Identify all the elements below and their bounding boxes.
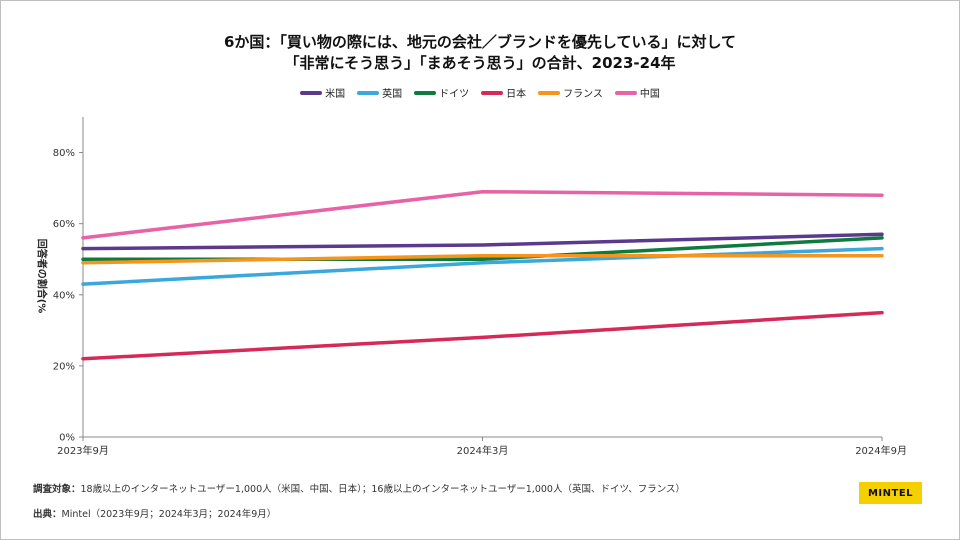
legend-item-3: ドイツ — [414, 85, 469, 100]
chart-legend: 米国 英国 ドイツ 日本 フランス 中国 — [0, 85, 960, 100]
legend-label: 米国 — [325, 89, 346, 100]
footer-source-label: 出典： — [33, 509, 62, 520]
legend-swatch — [414, 90, 437, 95]
x-tick-label: 2023年9月 — [57, 444, 109, 457]
legend-swatch — [481, 90, 504, 95]
brand-logo: MINTEL — [859, 482, 922, 504]
y-tick-label: 80% — [53, 148, 75, 159]
series-line-1 — [81, 232, 884, 251]
legend-swatch — [300, 90, 323, 95]
legend-swatch — [538, 90, 561, 95]
footer-target-text: 18歳以上のインターネットユーザー1,000人（米国、中国、日本）；16歳以上の… — [80, 484, 686, 495]
series-line-6 — [81, 189, 884, 240]
legend-label: 日本 — [506, 89, 527, 100]
legend-swatch — [357, 90, 380, 95]
y-tick-label: 0% — [59, 433, 75, 444]
series-line-4 — [81, 310, 884, 361]
legend-swatch — [614, 90, 637, 95]
x-tick-label: 2024年9月 — [855, 444, 907, 457]
chart-title: 6か国：「買い物の際には、地元の会社／ブランドを優先している」に対して 「非常に… — [0, 32, 960, 74]
legend-label: 中国 — [639, 89, 660, 100]
y-tick-label: 60% — [53, 219, 75, 230]
y-tick-label: 40% — [53, 290, 75, 301]
legend-item-6: 中国 — [614, 85, 660, 100]
footer-target-label: 調査対象： — [33, 484, 81, 495]
x-tick-label: 2024年3月 — [457, 444, 509, 457]
chart-title-line-2: 「非常にそう思う」「まあそう思う」の合計、2023-24年 — [284, 54, 676, 72]
footer-source: 出典：Mintel（2023年9月；2024年3月；2024年9月） — [33, 506, 276, 520]
y-tick-label: 20% — [53, 361, 75, 372]
legend-label: フランス — [563, 89, 603, 100]
footer-source-text: Mintel（2023年9月；2024年3月；2024年9月） — [61, 509, 277, 520]
legend-item-4: 日本 — [481, 85, 526, 100]
legend-item-1: 米国 — [300, 85, 345, 100]
legend-label: 英国 — [382, 89, 403, 100]
legend-label: ドイツ — [439, 89, 470, 100]
footer-target: 調査対象：18歳以上のインターネットユーザー1,000人（米国、中国、日本）；1… — [33, 481, 685, 495]
legend-item-5: フランス — [538, 85, 603, 100]
series-line-5 — [81, 253, 884, 265]
legend-item-2: 英国 — [357, 85, 402, 100]
chart-title-line-1: 6か国：「買い物の際には、地元の会社／ブランドを優先している」に対して — [223, 33, 737, 51]
series-line-2 — [81, 246, 884, 286]
